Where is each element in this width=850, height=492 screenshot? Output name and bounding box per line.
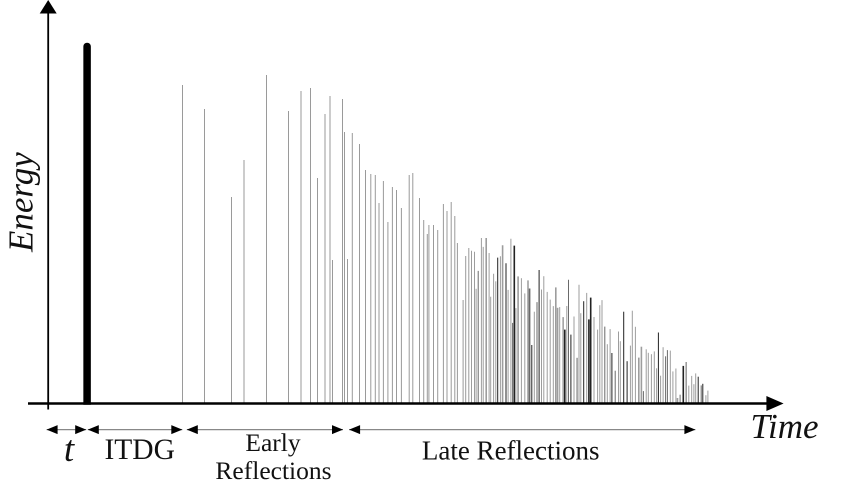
svg-text:Time: Time [750,407,818,446]
svg-text:ITDG: ITDG [104,434,174,466]
svg-text:t: t [64,429,76,470]
svg-text:Reflections: Reflections [215,456,331,485]
svg-text:Early: Early [245,428,300,457]
svg-text:Energy: Energy [2,152,41,253]
svg-text:Late Reflections: Late Reflections [422,436,600,466]
